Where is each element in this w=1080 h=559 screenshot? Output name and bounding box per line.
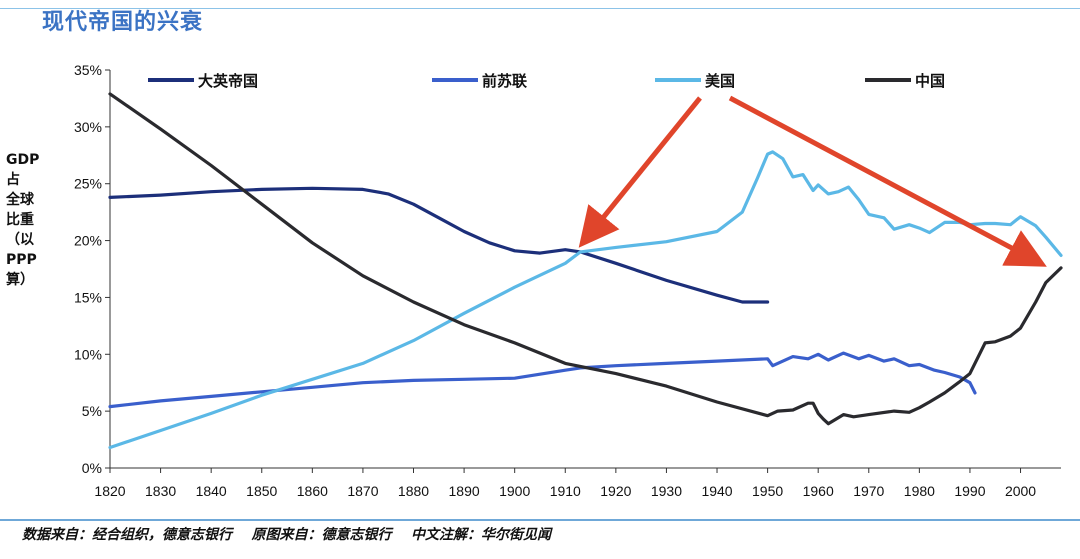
legend-label-1: 前苏联: [482, 72, 528, 90]
y-axis-label: GDP占 全球 比重 （以 PPP 算）: [6, 152, 40, 288]
x-tick-label: 1840: [196, 483, 227, 499]
top-rule: [0, 8, 1080, 9]
x-tick-label: 1940: [701, 483, 732, 499]
bottom-rule: [0, 519, 1080, 521]
y-tick-label: 30%: [74, 119, 102, 135]
annotation-arrow-to-china-crossover: [728, 95, 1047, 267]
x-tick-label: 1910: [550, 483, 581, 499]
x-tick-label: 1980: [904, 483, 935, 499]
x-tick-label: 1930: [651, 483, 682, 499]
y-tick-label: 20%: [74, 233, 102, 249]
y-tick-label: 10%: [74, 346, 102, 362]
y-tick-label: 25%: [74, 176, 102, 192]
x-tick-label: 1990: [954, 483, 985, 499]
annotation-arrow-to-uk-crossover: [578, 96, 702, 248]
x-tick-label: 1850: [246, 483, 277, 499]
y-tick-label: 15%: [74, 289, 102, 305]
legend-label-0: 大英帝国: [198, 72, 258, 90]
x-tick-label: 1880: [398, 483, 429, 499]
x-tick-label: 1830: [145, 483, 176, 499]
legend-label-2: 美国: [705, 72, 735, 90]
legend-label-3: 中国: [915, 72, 945, 90]
series-line-1: [108, 351, 977, 409]
x-tick-label: 1920: [600, 483, 631, 499]
x-tick-label: 1890: [449, 483, 480, 499]
x-tick-label: 1970: [853, 483, 884, 499]
source-note: 数据来自：经合组织，德意志银行 原图来自：德意志银行 中文注解：华尔街见闻: [22, 527, 551, 543]
line-chart: 0% 5% 10% 15% 20% 25% 30% 35% 1820 1830 1840 1850 18…: [74, 62, 1063, 499]
x-tick-label: 1900: [499, 483, 530, 499]
x-tick-label: 1860: [297, 483, 328, 499]
x-tick-label: 1950: [752, 483, 783, 499]
x-tick-label: 1960: [803, 483, 834, 499]
x-tick-label: 1870: [347, 483, 378, 499]
series-line-3: [108, 92, 1063, 426]
x-tick-label: 1820: [94, 483, 125, 499]
x-tick-label: 2000: [1005, 483, 1036, 499]
y-tick-label: 0%: [82, 460, 102, 476]
page-title: 现代帝国的兴衰: [42, 10, 204, 35]
y-tick-label: 35%: [74, 62, 102, 78]
y-tick-label: 5%: [82, 403, 102, 419]
series-line-0: [108, 186, 770, 304]
